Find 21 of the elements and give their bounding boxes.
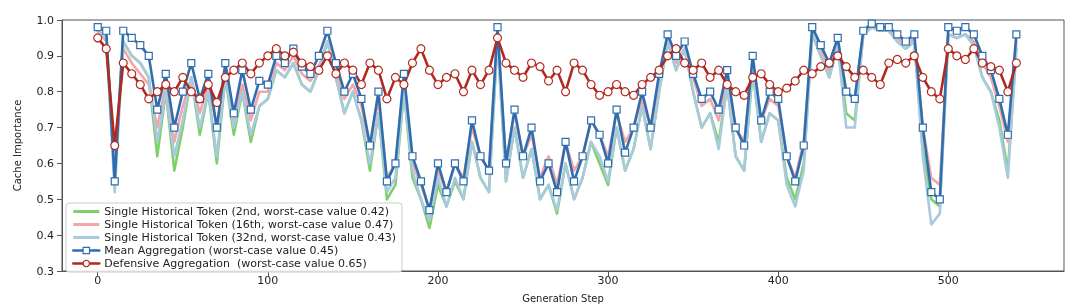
x-tick-label: 500 xyxy=(937,274,959,287)
legend-label: Defensive Aggregation (worst-case value 0.65) xyxy=(104,257,367,270)
x-tick-label: 300 xyxy=(597,274,619,287)
y-tick-label: 0.4 xyxy=(36,228,54,242)
y-tick-label: 0.5 xyxy=(36,192,54,206)
y-tick-label: 0.7 xyxy=(36,121,54,135)
y-tick-label: 0.3 xyxy=(36,264,54,278)
x-tick-label: 400 xyxy=(767,274,789,287)
legend-label: Mean Aggregation (worst-case value 0.45) xyxy=(104,244,339,257)
x-tick-label: 100 xyxy=(257,274,279,287)
legend-label: Single Historical Token (32nd, worst-case value 0.43) xyxy=(104,231,397,244)
x-tick-label: 200 xyxy=(427,274,449,287)
x-tick-label: 0 xyxy=(94,274,102,287)
x-axis-title: Generation Step xyxy=(522,292,604,304)
y-axis-title: Cache Importance xyxy=(11,99,23,192)
y-tick-label: 1.0 xyxy=(36,13,54,27)
legend-label: Single Historical Token (16th, worst-case value 0.47) xyxy=(104,218,394,231)
legend-label: Single Historical Token (2nd, worst-case value 0.42) xyxy=(104,205,390,218)
y-tick-label: 0.9 xyxy=(36,49,54,63)
y-tick-label: 0.6 xyxy=(36,156,54,170)
y-tick-label: 0.8 xyxy=(36,85,54,99)
